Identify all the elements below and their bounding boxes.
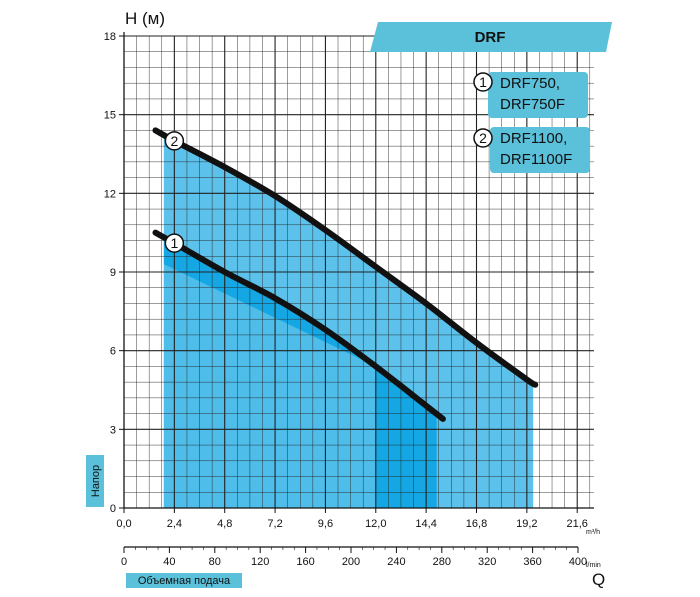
x2-tick-label: 280 (433, 556, 451, 568)
y-side-label: Напор (86, 455, 104, 507)
legend-box-2 (490, 127, 590, 173)
legend-item-1: 1 DRF750, DRF750F (473, 72, 588, 118)
x2-tick-label: 0 (121, 556, 127, 568)
y-tick-label: 0 (110, 503, 116, 515)
y-tick-label: 6 (110, 346, 116, 358)
x2-tick-label: 360 (523, 556, 541, 568)
x-bottom-label: Объемная подача (126, 573, 242, 588)
curve-marker-2-label: 2 (170, 133, 178, 149)
title-banner: DRF (370, 22, 612, 52)
title-banner-shape (370, 22, 612, 52)
legend-item-1-line1: DRF750, (500, 75, 560, 92)
x-tick-label: 14,4 (415, 518, 436, 530)
x-tick-label: 0,0 (116, 518, 131, 530)
legend-marker-1-label: 1 (479, 74, 487, 90)
x2-tick-label: 40 (163, 556, 175, 568)
x-tick-label: 19,2 (516, 518, 537, 530)
curve-marker-1 (164, 233, 185, 253)
operating-range-fills (163, 135, 534, 509)
x-tick-label: 21,6 (567, 518, 588, 530)
x-bottom-label-box (126, 573, 242, 588)
chart-title: DRF (475, 29, 506, 46)
x-bottom-label-text: Объемная подача (138, 575, 231, 587)
x2-tick-label: 80 (209, 556, 221, 568)
x2-tick-label: 240 (387, 556, 405, 568)
y-tick-label: 18 (104, 31, 116, 43)
x-tick-label: 7,2 (267, 518, 282, 530)
x-tick-label: 12,0 (365, 518, 386, 530)
x2-tick-label: 200 (342, 556, 360, 568)
x-tick-label: 4,8 (217, 518, 232, 530)
x2-tick-label: 120 (251, 556, 269, 568)
x-axis-title: Q (592, 570, 605, 589)
legend-marker-2 (473, 128, 493, 148)
y-tick-label: 15 (104, 110, 116, 122)
legend-item-2: 2 DRF1100, DRF1100F (473, 127, 590, 173)
curve-marker-2 (164, 131, 185, 151)
x2-tick-label: 320 (478, 556, 496, 568)
highlight-band (163, 264, 376, 508)
x-tick-label: 16,8 (466, 518, 487, 530)
x2-tick-label: 160 (296, 556, 314, 568)
legend-item-2-line1: DRF1100, (500, 130, 567, 147)
performance-curves: 12 (152, 127, 539, 422)
legend-item-1-line2: DRF750F (500, 96, 565, 113)
y-tick-label: 12 (104, 188, 116, 200)
legend-marker-2-label: 2 (479, 130, 487, 146)
x-tick-label: 9,6 (318, 518, 333, 530)
y-axis-title: H (м) (125, 9, 165, 28)
y-tick-label: 9 (110, 267, 116, 279)
y-tick-label: 3 (110, 424, 116, 436)
series-2-line (152, 127, 539, 388)
x-unit-bottom: l/min (586, 562, 601, 569)
y-side-label-text: Напор (90, 465, 102, 497)
x-tick-label: 2,4 (167, 518, 182, 530)
curve-marker-1-label: 1 (170, 235, 178, 251)
legend-item-2-line2: DRF1100F (500, 151, 572, 168)
legend-marker-1 (473, 72, 493, 92)
y-side-label-box (86, 455, 104, 507)
x-unit-top: m³/h (586, 529, 600, 536)
legend-box-1 (488, 72, 588, 118)
x2-tick-label: 400 (569, 556, 587, 568)
